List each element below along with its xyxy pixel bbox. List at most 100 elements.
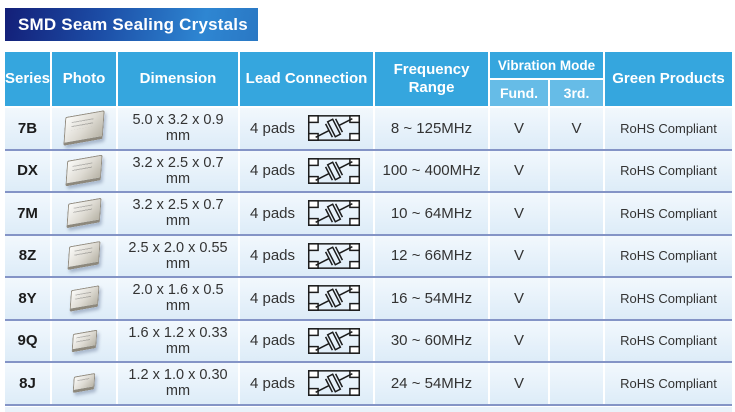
smd-crystal-package-photo [63, 110, 105, 147]
quartz-crystal-schematic-icon [308, 115, 361, 142]
dimension-value: 1.2 x 1.0 x 0.30 [128, 367, 228, 384]
quartz-crystal-schematic-icon [308, 157, 361, 184]
table-row: 9Q 1.6 x 1.2 x 0.33 mm 4 pads [5, 318, 732, 361]
vibration-3rd-cell [550, 320, 603, 361]
header-vibration-mode-group: Vibration Mode Fund. 3rd. [490, 52, 603, 106]
page-title: SMD Seam Sealing Crystals [18, 14, 248, 34]
series-cell: 8J [5, 363, 50, 404]
table-row: 7M 3.2 x 2.5 x 0.7 mm 4 pads [5, 191, 732, 234]
header-vibration-subrow: Fund. 3rd. [490, 80, 603, 106]
pad-count-label: 4 pads [249, 204, 296, 222]
dimension-value: 2.0 x 1.6 x 0.5 [132, 282, 224, 299]
vibration-fund-cell: V [490, 320, 548, 361]
dimension-cell: 2.5 x 2.0 x 0.55 mm [118, 235, 238, 276]
dimension-unit: mm [165, 128, 191, 145]
quartz-crystal-schematic-icon [308, 327, 361, 354]
dimension-cell: 3.2 x 2.5 x 0.7 mm [118, 150, 238, 191]
cutoff-next-row [5, 406, 732, 412]
vibration-fund-cell: V [490, 150, 548, 191]
dimension-cell: 3.2 x 2.5 x 0.7 mm [118, 193, 238, 234]
vibration-3rd-cell [550, 193, 603, 234]
dimension-value: 2.5 x 2.0 x 0.55 [128, 239, 228, 256]
frequency-range-cell: 16 ~ 54MHz [375, 278, 488, 319]
dimension-cell: 1.2 x 1.0 x 0.30 mm [118, 363, 238, 404]
table-row: 7B 5.0 x 3.2 x 0.9 mm 4 pads [5, 106, 732, 149]
header-vibration-mode: Vibration Mode [490, 52, 603, 78]
green-products-cell: RoHS Compliant [605, 108, 732, 149]
series-cell: 7M [5, 193, 50, 234]
smd-crystal-package-photo [72, 373, 96, 394]
header-3rd: 3rd. [550, 80, 603, 106]
lead-connection-cell: 4 pads [240, 235, 373, 276]
table-row: 8Y 2.0 x 1.6 x 0.5 mm 4 pads [5, 276, 732, 319]
vibration-fund-cell: V [490, 193, 548, 234]
table-body: 7B 5.0 x 3.2 x 0.9 mm 4 pads [5, 106, 732, 406]
dimension-unit: mm [165, 170, 191, 187]
smd-crystal-package-photo [65, 154, 103, 187]
header-series: Series [5, 52, 50, 106]
photo-cell [52, 320, 116, 361]
frequency-range-cell: 30 ~ 60MHz [375, 320, 488, 361]
table-row: 8Z 2.5 x 2.0 x 0.55 mm 4 pads [5, 233, 732, 276]
dimension-value: 1.6 x 1.2 x 0.33 [128, 324, 228, 341]
vibration-3rd-cell [550, 235, 603, 276]
lead-connection-cell: 4 pads [240, 193, 373, 234]
vibration-fund-cell: V [490, 278, 548, 319]
photo-cell [52, 235, 116, 276]
series-cell: 8Y [5, 278, 50, 319]
frequency-range-cell: 10 ~ 64MHz [375, 193, 488, 234]
quartz-crystal-schematic-icon [308, 370, 361, 397]
photo-cell [52, 193, 116, 234]
dimension-unit: mm [165, 383, 191, 400]
dimension-value: 3.2 x 2.5 x 0.7 [132, 154, 224, 171]
table-header-row: Series Photo Dimension Lead Connection F… [5, 52, 732, 106]
dimension-value: 3.2 x 2.5 x 0.7 [132, 197, 224, 214]
pad-count-label: 4 pads [249, 332, 296, 350]
frequency-range-cell: 8 ~ 125MHz [375, 108, 488, 149]
green-products-cell: RoHS Compliant [605, 150, 732, 191]
dimension-cell: 2.0 x 1.6 x 0.5 mm [118, 278, 238, 319]
table-row: 8J 1.2 x 1.0 x 0.30 mm 4 pads [5, 361, 732, 404]
header-photo: Photo [52, 52, 116, 106]
vibration-3rd-cell [550, 363, 603, 404]
series-cell: 7B [5, 108, 50, 149]
smd-crystal-package-photo [71, 329, 97, 353]
table-row: DX 3.2 x 2.5 x 0.7 mm 4 pads [5, 148, 732, 191]
photo-cell [52, 363, 116, 404]
vibration-3rd-cell [550, 150, 603, 191]
lead-connection-cell: 4 pads [240, 278, 373, 319]
lead-connection-cell: 4 pads [240, 363, 373, 404]
dimension-unit: mm [165, 340, 191, 357]
dimension-unit: mm [165, 298, 191, 315]
series-cell: 9Q [5, 320, 50, 361]
green-products-cell: RoHS Compliant [605, 320, 732, 361]
vibration-3rd-cell [550, 278, 603, 319]
pad-count-label: 4 pads [249, 247, 296, 265]
smd-crystal-package-photo [66, 197, 102, 229]
dimension-unit: mm [165, 255, 191, 272]
series-cell: 8Z [5, 235, 50, 276]
header-dimension: Dimension [118, 52, 238, 106]
photo-cell [52, 150, 116, 191]
vibration-fund-cell: V [490, 363, 548, 404]
lead-connection-cell: 4 pads [240, 150, 373, 191]
frequency-range-cell: 24 ~ 54MHz [375, 363, 488, 404]
dimension-cell: 5.0 x 3.2 x 0.9 mm [118, 108, 238, 149]
page-title-bar: SMD Seam Sealing Crystals [5, 8, 258, 41]
pad-count-label: 4 pads [249, 374, 296, 392]
vibration-fund-cell: V [490, 108, 548, 149]
header-green-products: Green Products [605, 52, 732, 106]
dimension-unit: mm [165, 213, 191, 230]
frequency-range-cell: 100 ~ 400MHz [375, 150, 488, 191]
dimension-value: 5.0 x 3.2 x 0.9 [132, 112, 224, 129]
pad-count-label: 4 pads [249, 162, 296, 180]
green-products-cell: RoHS Compliant [605, 235, 732, 276]
pad-count-label: 4 pads [249, 289, 296, 307]
crystal-spec-table: Series Photo Dimension Lead Connection F… [5, 52, 732, 412]
header-fund: Fund. [490, 80, 548, 106]
header-frequency-range: Frequency Range [375, 52, 488, 106]
vibration-fund-cell: V [490, 235, 548, 276]
header-lead-connection: Lead Connection [240, 52, 373, 106]
dimension-cell: 1.6 x 1.2 x 0.33 mm [118, 320, 238, 361]
smd-crystal-package-photo [67, 241, 101, 271]
